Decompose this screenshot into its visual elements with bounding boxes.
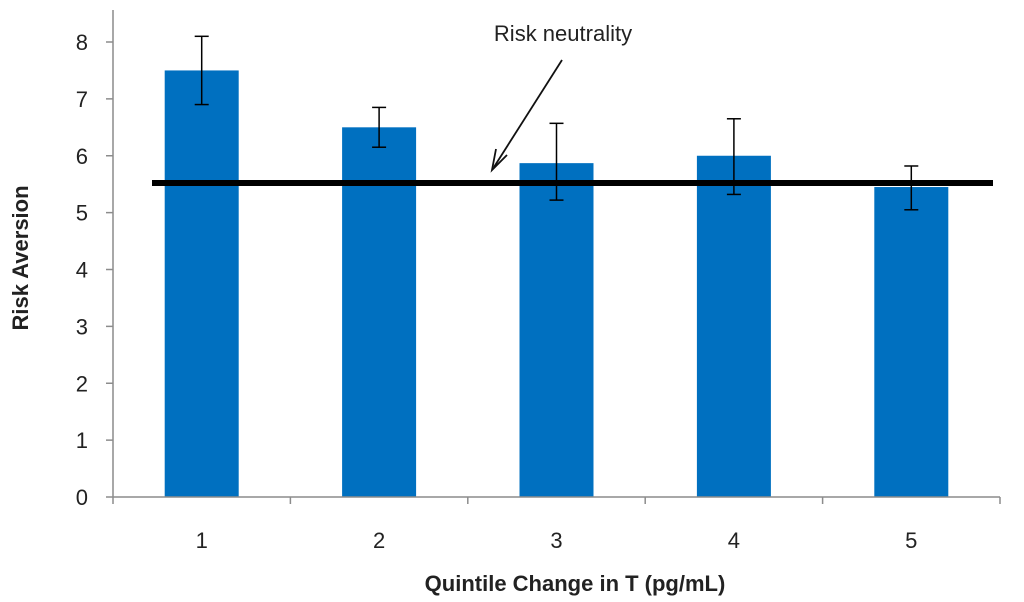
y-tick-layer: 0 1 2 3 4 5 6 7 8 (76, 30, 113, 510)
annotation-arrow-head (490, 148, 508, 173)
x-tick-label: 4 (728, 528, 740, 553)
bar-2 (342, 127, 417, 497)
error-bar-2 (372, 106, 387, 148)
bar-5 (874, 187, 949, 497)
x-tick-layer: 1 2 3 4 5 (112, 497, 1001, 553)
y-tick-label: 0 (76, 485, 88, 510)
y-axis-title: Risk Aversion (8, 185, 33, 330)
y-tick-label: 3 (76, 314, 88, 339)
x-tick-label: 3 (550, 528, 562, 553)
bar-3 (519, 163, 594, 498)
error-bar-1 (194, 35, 209, 106)
x-tick-label: 1 (196, 528, 208, 553)
y-tick-label: 8 (76, 30, 88, 55)
error-bar-5 (904, 165, 919, 211)
x-tick-label: 5 (905, 528, 917, 553)
bar-1 (164, 70, 239, 497)
axes-layer (112, 10, 1000, 498)
bar-4 (696, 155, 771, 497)
y-tick-label: 2 (76, 371, 88, 396)
y-tick-label: 7 (76, 87, 88, 112)
x-axis-title: Quintile Change in T (pg/mL) (425, 571, 726, 596)
annotation-layer: Risk neutrality (490, 21, 632, 173)
y-tick-label: 1 (76, 428, 88, 453)
y-tick-label: 4 (76, 258, 88, 283)
x-tick-label: 2 (373, 528, 385, 553)
annotation-arrow-shaft (493, 59, 563, 168)
risk-neutrality-label: Risk neutrality (494, 21, 632, 46)
bars-layer (164, 70, 949, 498)
error-bar-3 (549, 122, 564, 201)
y-tick-label: 6 (76, 144, 88, 169)
y-tick-label: 5 (76, 201, 88, 226)
